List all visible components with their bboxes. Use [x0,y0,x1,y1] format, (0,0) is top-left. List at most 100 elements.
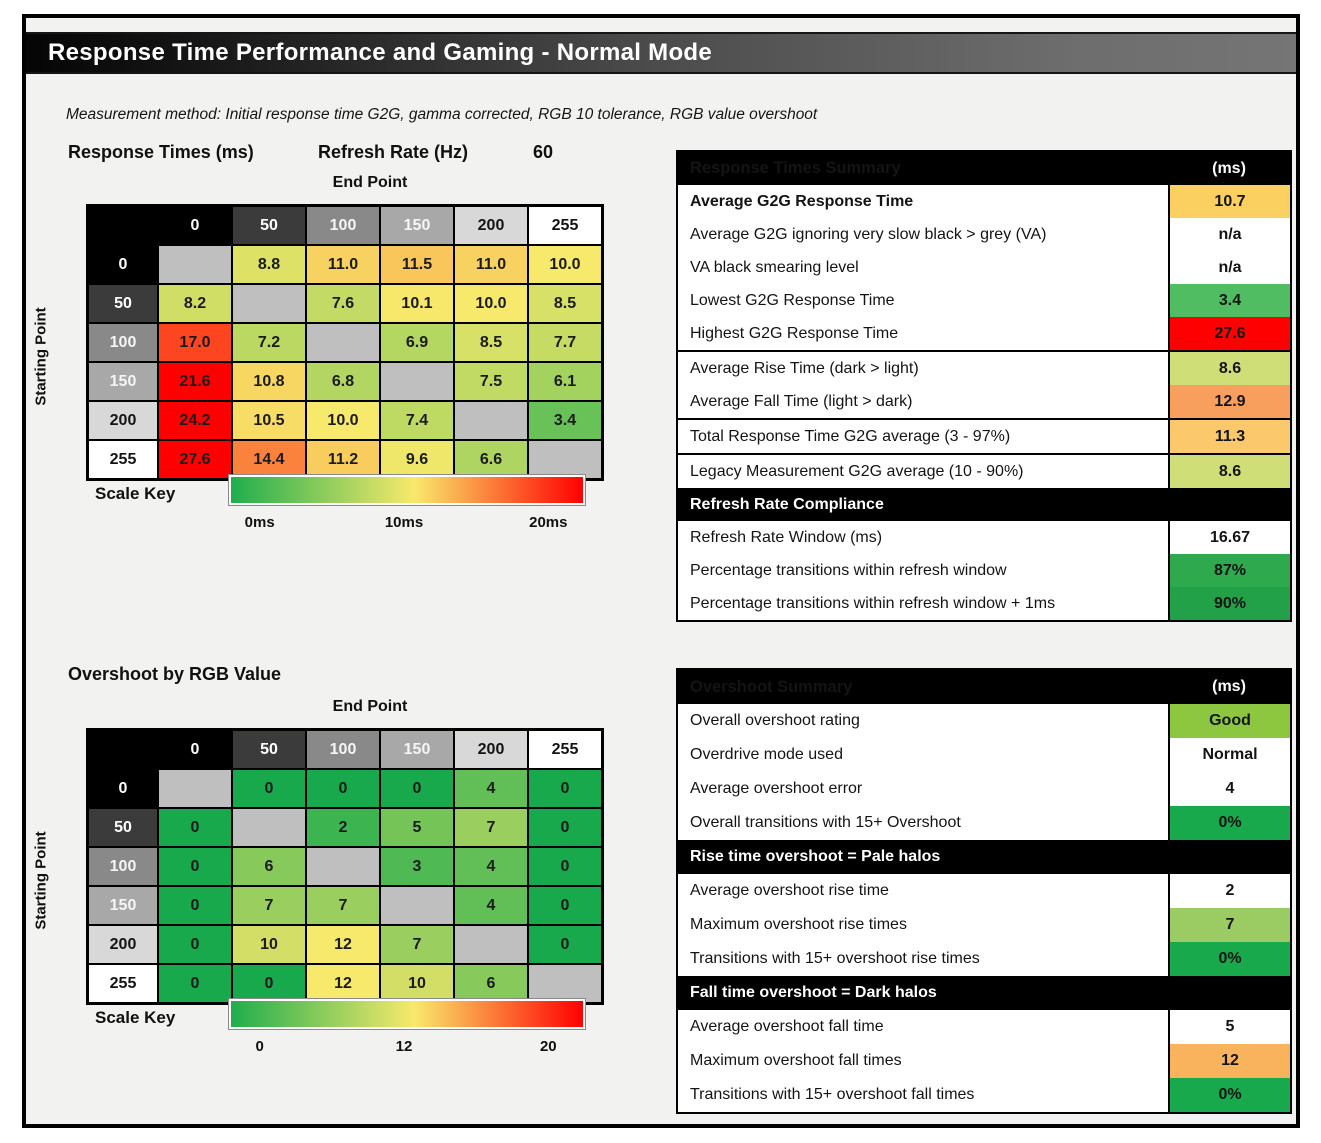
matrix-corner-cell [86,728,159,770]
summary-row: Average Fall Time (light > dark) 12.9 [678,385,1290,418]
matrix-cell-100-0: 0 [157,846,233,887]
matrix-corner-cell [86,204,159,246]
summary-row-label: Overall overshoot rating [690,712,860,729]
matrix-cell-0-255: 10.0 [527,244,604,285]
summary-row-label: VA black smearing level [690,258,859,276]
matrix-cell-0-200: 11.0 [453,244,529,285]
matrix-cell-200-255: 3.4 [527,400,604,441]
report-frame: Response Time Performance and Gaming - N… [22,14,1300,1128]
end-point-axis-label: End Point [332,698,408,715]
matrix-cell-150-255: 6.1 [527,361,604,402]
matrix-diagonal-cell [305,322,381,363]
starting-point-header-150: 150 [86,885,159,926]
matrix-diagonal-cell [231,283,307,324]
summary-row-value: 16.67 [1168,521,1290,554]
summary-row: Maximum overshoot fall times 12 [678,1044,1290,1078]
matrix-cell-255-200: 6 [453,963,529,1005]
matrix-cell-100-200: 4 [453,846,529,887]
summary-row-label: Average overshoot error [690,780,863,797]
matrix-cell-150-50: 10.8 [231,361,307,402]
matrix-cell-0-150: 11.5 [379,244,455,285]
matrix-diagonal-cell [527,963,604,1005]
summary-row: Maximum overshoot rise times 7 [678,908,1290,942]
summary-row-label: Average G2G ignoring very slow black > g… [690,225,1047,243]
summary-row-label: Average Fall Time (light > dark) [690,392,913,410]
matrix-cell-50-0: 0 [157,807,233,848]
matrix-cell-100-0: 17.0 [157,322,233,363]
matrix-cell-50-200: 10.0 [453,283,529,324]
summary-header-row: Response Times Summary (ms) [678,152,1290,185]
summary-row: Transitions with 15+ overshoot rise time… [678,942,1290,976]
matrix-cell-0-100: 11.0 [305,244,381,285]
matrix-cell-50-100: 7.6 [305,283,381,324]
summary-row-label: Average Rise Time (dark > light) [690,359,919,377]
scale-tick: 20 [539,1038,557,1055]
matrix-cell-255-150: 10 [379,963,455,1005]
matrix-cell-150-200: 7.5 [453,361,529,402]
summary-row: Average overshoot fall time 5 [678,1010,1290,1044]
page-title: Response Time Performance and Gaming - N… [26,32,1296,74]
summary-row-label: Total Response Time G2G average (3 - 97%… [690,427,1011,445]
summary-row-value: 11.3 [1168,420,1290,453]
gradient [231,1001,583,1027]
scale-key-ticks: 0 12 20 [228,1038,580,1058]
summary-row-label: Transitions with 15+ overshoot fall time… [690,1086,975,1103]
summary-section-header: Refresh Rate Compliance [678,488,1290,521]
response-times-summary-table: Response Times Summary (ms) Average G2G Re… [676,150,1292,622]
matrix-cell-255-50: 0 [231,963,307,1005]
matrix-diagonal-cell [379,885,455,926]
end-point-header-255: 255 [527,204,604,246]
overshoot-summary-table: Overshoot Summary (ms) Overall overshoot r… [676,668,1292,1114]
matrix-cell-0-200: 4 [453,768,529,809]
matrix-cell-255-0: 0 [157,963,233,1005]
heatmap-table: 0 50 100 150 200 255 0 0 0 0 4 0 50 0 2 5 7 0 100 0 6 3 4 0 150 0… [86,728,604,1005]
end-point-header-100: 100 [305,728,381,770]
summary-row: Total Response Time G2G average (3 - 97%… [678,418,1290,453]
summary-row-label: Overdrive mode used [690,746,843,763]
summary-row-value: 10.7 [1168,185,1290,218]
summary-row-label: Percentage transitions within refresh wi… [690,561,1007,579]
matrix-diagonal-cell [527,439,604,481]
summary-row-value: 8.6 [1168,352,1290,385]
summary-row-label: Legacy Measurement G2G average (10 - 90%… [690,462,1024,480]
end-point-header-0: 0 [157,204,233,246]
end-point-header-50: 50 [231,204,307,246]
matrix-cell-0-255: 0 [527,768,604,809]
matrix-cell-0-50: 8.8 [231,244,307,285]
matrix-cell-200-100: 10.0 [305,400,381,441]
summary-row: Highest G2G Response Time 27.6 [678,317,1290,350]
matrix-cell-200-0: 0 [157,924,233,965]
matrix-cell-50-255: 0 [527,807,604,848]
starting-point-header-0: 0 [86,768,159,809]
matrix-cell-50-0: 8.2 [157,283,233,324]
summary-title: Response Times Summary [690,159,901,177]
measurement-method-note: Measurement method: Initial response tim… [66,106,818,123]
summary-row-label: Percentage transitions within refresh wi… [690,594,1056,612]
summary-unit: (ms) [1168,152,1290,185]
matrix-cell-150-200: 4 [453,885,529,926]
scale-tick: 10ms [384,514,424,531]
summary-header-row: Overshoot Summary (ms) [678,670,1290,704]
response-times-matrix: 0 50 100 150 200 255 0 8.8 11.0 11.5 11.0 10.0 50 8.2… [86,204,604,481]
matrix-cell-150-255: 0 [527,885,604,926]
summary-row: Lowest G2G Response Time 3.4 [678,284,1290,317]
starting-point-header-200: 200 [86,400,159,441]
matrix-cell-100-255: 7.7 [527,322,604,363]
summary-row: Transitions with 15+ overshoot fall time… [678,1078,1290,1112]
end-point-header-100: 100 [305,204,381,246]
end-point-header-0: 0 [157,728,233,770]
scale-tick: 12 [395,1038,413,1055]
summary-row-value: 7 [1168,908,1290,942]
scale-tick: 0ms [244,514,275,531]
starting-point-header-255: 255 [86,963,159,1005]
summary-row: Legacy Measurement G2G average (10 - 90%… [678,453,1290,488]
matrix-cell-50-100: 2 [305,807,381,848]
summary-row-label: Maximum overshoot rise times [690,916,907,933]
end-point-header-50: 50 [231,728,307,770]
summary-row-label: Maximum overshoot fall times [690,1052,902,1069]
matrix-diagonal-cell [305,846,381,887]
summary-row: Average overshoot rise time 2 [678,874,1290,908]
matrix-diagonal-cell [379,361,455,402]
starting-point-header-100: 100 [86,846,159,887]
end-point-header-200: 200 [453,204,529,246]
